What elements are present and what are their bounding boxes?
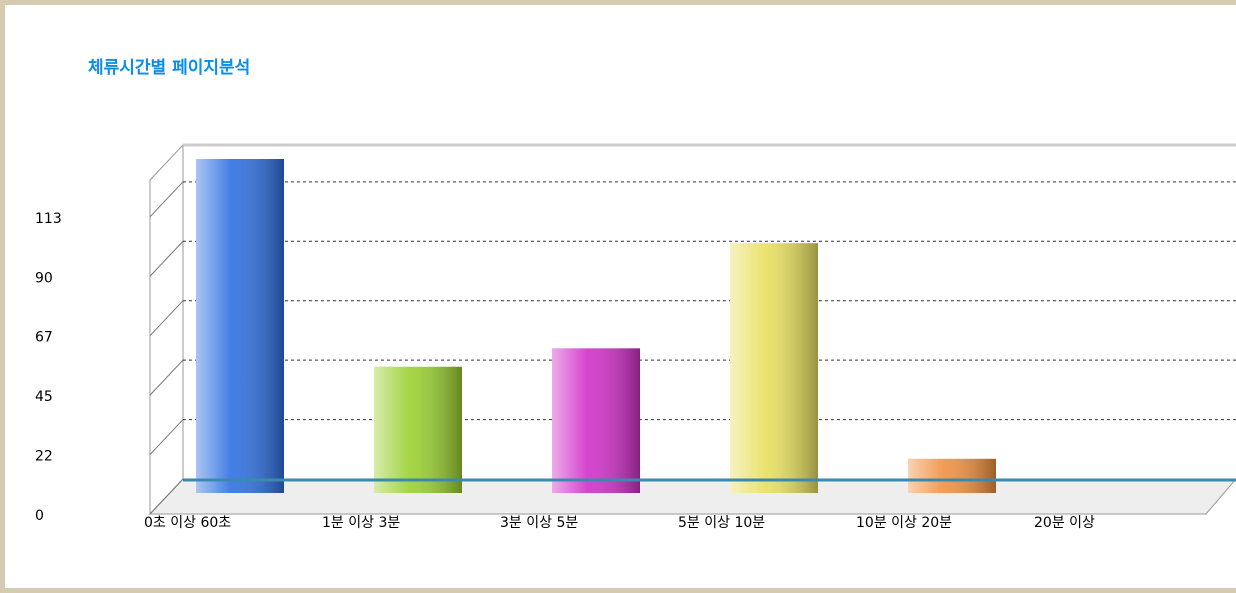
- tick-mark: [149, 419, 184, 455]
- y-tick-label: 90: [35, 270, 53, 286]
- x-tick-label: 5분 이상 10분: [678, 515, 765, 531]
- x-tick-label: 1분 이상 3분: [322, 515, 400, 531]
- x-tick-label: 10분 이상 20분: [856, 515, 952, 531]
- bar-shade: [196, 159, 284, 493]
- y-tick-label: 67: [35, 330, 53, 346]
- y-tick-label: 0: [35, 508, 44, 524]
- tick-mark: [149, 478, 184, 515]
- tick-mark: [149, 181, 184, 218]
- y-tick-label: 113: [35, 211, 62, 227]
- x-tick-label: 20분 이상: [1034, 515, 1095, 531]
- x-tick-label: 0초 이상 60초: [144, 515, 231, 531]
- bar-shade: [730, 243, 818, 493]
- bar-shade: [908, 458, 996, 493]
- x-tick-label: 3분 이상 5분: [500, 515, 578, 531]
- tick-mark: [149, 240, 184, 277]
- floor: [148, 478, 1236, 515]
- bar-shade: [374, 366, 462, 493]
- chart-title: 체류시간별 페이지분석: [88, 58, 250, 78]
- left-wall: [149, 143, 184, 516]
- bar-shade: [552, 348, 640, 493]
- chart: 체류시간별 페이지분석 0 22 45 67 90 113 0초 이상 60초 1분 이상 3…: [35, 58, 1236, 531]
- y-tick-label: 45: [35, 389, 53, 405]
- tick-mark: [149, 300, 184, 337]
- tick-mark: [149, 359, 184, 396]
- y-tick-label: 22: [35, 449, 53, 465]
